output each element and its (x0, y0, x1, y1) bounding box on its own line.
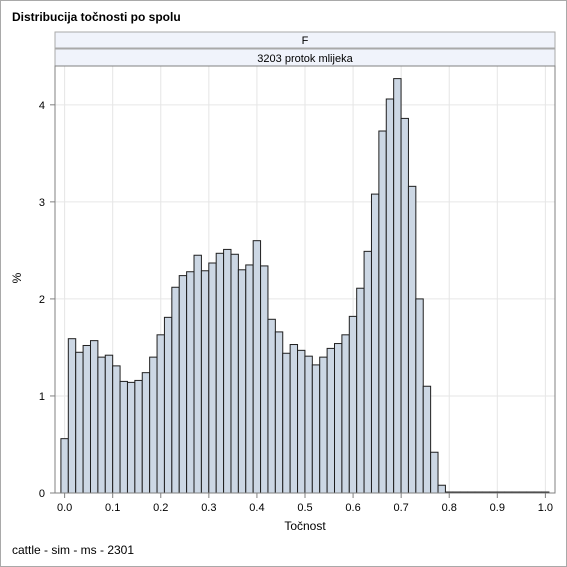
histogram-bar (385, 98, 395, 494)
panel-header-1-box (54, 31, 556, 49)
histogram-bar (430, 451, 439, 494)
histogram-bar (260, 265, 269, 494)
histogram-bar (82, 344, 91, 494)
histogram-bar (60, 438, 69, 494)
histogram-bar (126, 381, 136, 494)
histogram-bar (193, 254, 202, 494)
histogram-bar (422, 385, 432, 494)
x-tick-label: 0.4 (249, 502, 264, 514)
bars (60, 78, 550, 494)
y-tick-label: 1 (39, 391, 45, 403)
y-tick-label: 3 (39, 197, 45, 209)
histogram-bar (75, 351, 84, 494)
x-tick-label: 0.0 (57, 502, 72, 514)
histogram-bar (178, 275, 188, 494)
histogram-bar (274, 331, 284, 494)
x-tick-label: 0.3 (201, 502, 216, 514)
y-tick-label: 4 (39, 100, 45, 112)
histogram-bar (156, 334, 165, 494)
histogram-bar (149, 356, 158, 494)
histogram-bar (67, 338, 77, 494)
histogram-bar (363, 250, 372, 494)
histogram-bar (407, 185, 417, 494)
x-tick-label: 0.6 (345, 502, 360, 514)
x-tick-label: 0.5 (297, 502, 312, 514)
x-tick-label: 0.2 (153, 502, 168, 514)
histogram-bar (393, 78, 402, 494)
footnote: cattle - sim - ms - 2301 (12, 543, 135, 557)
histogram-bar (282, 352, 291, 494)
histogram-bar (400, 117, 409, 494)
y-tick-label: 2 (39, 294, 45, 306)
histogram-bar (437, 484, 446, 494)
histogram-bar (245, 264, 254, 494)
histogram-bar (415, 298, 424, 494)
histogram-bar (89, 340, 99, 494)
x-tick-label: 0.8 (442, 502, 457, 514)
y-axis-label: % (10, 272, 24, 283)
histogram-bar (348, 315, 358, 494)
histogram-bar (112, 365, 121, 494)
histogram-bar (171, 286, 180, 494)
x-axis-ticks: 0.0 0.1 0.2 0.3 0.4 0.5 0.6 0.7 0.8 0.9 1.0 (57, 493, 553, 514)
histogram-bar (215, 252, 225, 494)
histogram-bar (163, 316, 173, 494)
histogram-bar (119, 380, 128, 494)
histogram-bar (356, 287, 365, 494)
x-tick-label: 1.0 (538, 502, 553, 514)
panel-headers: F 3203 protok mlijeka (54, 31, 556, 67)
panel-header-2: 3203 protok mlijeka (257, 53, 353, 65)
histogram-bar (200, 270, 210, 494)
histogram-bar (319, 356, 328, 494)
histogram-bar (311, 364, 321, 494)
x-axis-label: Točnost (284, 519, 326, 533)
histogram-bar (230, 253, 239, 494)
histogram-bar (208, 262, 217, 494)
histogram-bar (304, 355, 313, 494)
x-tick-label: 0.9 (490, 502, 505, 514)
histogram-bar (237, 269, 247, 494)
histogram-bar (141, 372, 151, 494)
x-tick-label: 0.7 (394, 502, 409, 514)
histogram-bar (134, 379, 143, 494)
histogram-bar (326, 347, 336, 494)
histogram-bar (370, 193, 380, 494)
y-axis-ticks: 0 1 2 3 4 (39, 100, 55, 500)
histogram-bar (297, 349, 306, 494)
panel-header-1: F (302, 35, 309, 47)
histogram-bar (252, 240, 262, 494)
chart-title: Distribucija točnosti po spolu (12, 10, 181, 24)
y-tick-label: 0 (39, 488, 45, 500)
histogram-bar (378, 130, 387, 494)
histogram-bar (223, 248, 232, 494)
histogram-bar (267, 318, 276, 494)
x-tick-label: 0.1 (105, 502, 120, 514)
histogram-bar (97, 356, 106, 494)
histogram-bar (104, 354, 114, 494)
histogram-bar (341, 334, 350, 494)
histogram-bar (289, 344, 299, 494)
histogram-bar (186, 271, 195, 494)
histogram-bar (334, 343, 343, 494)
